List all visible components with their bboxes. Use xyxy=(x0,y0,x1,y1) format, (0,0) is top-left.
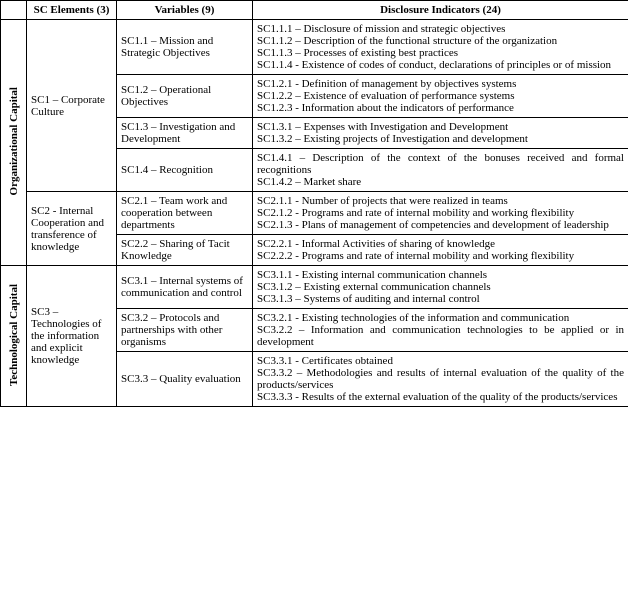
indicator-line: SC2.1.3 - Plans of management of compete… xyxy=(257,219,624,231)
indicator-line: SC2.2.2 - Programs and rate of internal … xyxy=(257,250,624,262)
element-sc3: SC3 – Technologies of the information an… xyxy=(27,266,117,407)
header-disclosure: Disclosure Indicators (24) xyxy=(253,1,628,20)
indicators-sc2-1: SC2.1.1 - Number of projects that were r… xyxy=(253,192,628,235)
indicators-sc3-2: SC3.2.1 - Existing technologies of the i… xyxy=(253,309,628,352)
header-blank xyxy=(1,1,27,20)
indicator-line: SC2.1.2 - Programs and rate of internal … xyxy=(257,207,624,219)
indicators-sc1-2: SC1.2.1 - Definition of management by ob… xyxy=(253,75,628,118)
indicator-line: SC3.3.2 – Methodologies and results of i… xyxy=(257,367,624,391)
table-row: Organizational Capital SC1 – Corporate C… xyxy=(1,20,628,75)
category-organizational-capital: Organizational Capital xyxy=(1,20,27,266)
variable-sc1-3: SC1.3 – Investigation and Development xyxy=(117,118,253,149)
indicators-sc2-2: SC2.2.1 - Informal Activities of sharing… xyxy=(253,235,628,266)
indicator-line: SC1.3.2 – Existing projects of Investiga… xyxy=(257,133,624,145)
indicator-line: SC1.1.2 – Description of the functional … xyxy=(257,35,624,47)
indicator-line: SC3.3.3 - Results of the external evalua… xyxy=(257,391,624,403)
indicator-line: SC1.2.3 - Information about the indicato… xyxy=(257,102,624,114)
variable-sc1-2: SC1.2 – Operational Objectives xyxy=(117,75,253,118)
variable-sc1-1: SC1.1 – Mission and Strategic Objectives xyxy=(117,20,253,75)
element-sc2: SC2 - Internal Cooperation and transfere… xyxy=(27,192,117,266)
indicator-line: SC2.2.1 - Informal Activities of sharing… xyxy=(257,238,624,250)
table-header-row: SC Elements (3) Variables (9) Disclosure… xyxy=(1,1,628,20)
indicators-sc1-4: SC1.4.1 – Description of the context of … xyxy=(253,149,628,192)
indicator-line: SC1.2.1 - Definition of management by ob… xyxy=(257,78,624,90)
variable-sc3-3: SC3.3 – Quality evaluation xyxy=(117,352,253,407)
variable-sc2-2: SC2.2 – Sharing of Tacit Knowledge xyxy=(117,235,253,266)
category-label: Technological Capital xyxy=(8,278,20,392)
header-variables: Variables (9) xyxy=(117,1,253,20)
indicator-line: SC1.4.2 – Market share xyxy=(257,176,624,188)
indicator-line: SC1.3.1 – Expenses with Investigation an… xyxy=(257,121,624,133)
indicator-line: SC3.2.2 – Information and communication … xyxy=(257,324,624,348)
indicator-line: SC1.2.2 – Existence of evaluation of per… xyxy=(257,90,624,102)
indicator-line: SC1.1.1 – Disclosure of mission and stra… xyxy=(257,23,624,35)
indicator-line: SC2.1.1 - Number of projects that were r… xyxy=(257,195,624,207)
indicator-line: SC1.4.1 – Description of the context of … xyxy=(257,152,624,176)
sc-framework-table: SC Elements (3) Variables (9) Disclosure… xyxy=(0,0,628,407)
indicator-line: SC1.1.4 - Existence of codes of conduct,… xyxy=(257,59,624,71)
variable-sc3-2: SC3.2 – Protocols and partnerships with … xyxy=(117,309,253,352)
variable-sc1-4: SC1.4 – Recognition xyxy=(117,149,253,192)
category-label: Organizational Capital xyxy=(8,81,20,201)
indicator-line: SC3.1.3 – Systems of auditing and intern… xyxy=(257,293,624,305)
indicator-line: SC1.1.3 – Processes of existing best pra… xyxy=(257,47,624,59)
indicator-line: SC3.3.1 - Certificates obtained xyxy=(257,355,624,367)
indicators-sc3-3: SC3.3.1 - Certificates obtained SC3.3.2 … xyxy=(253,352,628,407)
table-row: Technological Capital SC3 – Technologies… xyxy=(1,266,628,309)
element-sc1: SC1 – Corporate Culture xyxy=(27,20,117,192)
indicator-line: SC3.1.2 – Existing external communicatio… xyxy=(257,281,624,293)
table-row: SC2 - Internal Cooperation and transfere… xyxy=(1,192,628,235)
variable-sc3-1: SC3.1 – Internal systems of communicatio… xyxy=(117,266,253,309)
category-technological-capital: Technological Capital xyxy=(1,266,27,407)
indicator-line: SC3.2.1 - Existing technologies of the i… xyxy=(257,312,624,324)
variable-sc2-1: SC2.1 – Team work and cooperation betwee… xyxy=(117,192,253,235)
indicator-line: SC3.1.1 - Existing internal communicatio… xyxy=(257,269,624,281)
header-sc-elements: SC Elements (3) xyxy=(27,1,117,20)
indicators-sc1-3: SC1.3.1 – Expenses with Investigation an… xyxy=(253,118,628,149)
indicators-sc3-1: SC3.1.1 - Existing internal communicatio… xyxy=(253,266,628,309)
indicators-sc1-1: SC1.1.1 – Disclosure of mission and stra… xyxy=(253,20,628,75)
